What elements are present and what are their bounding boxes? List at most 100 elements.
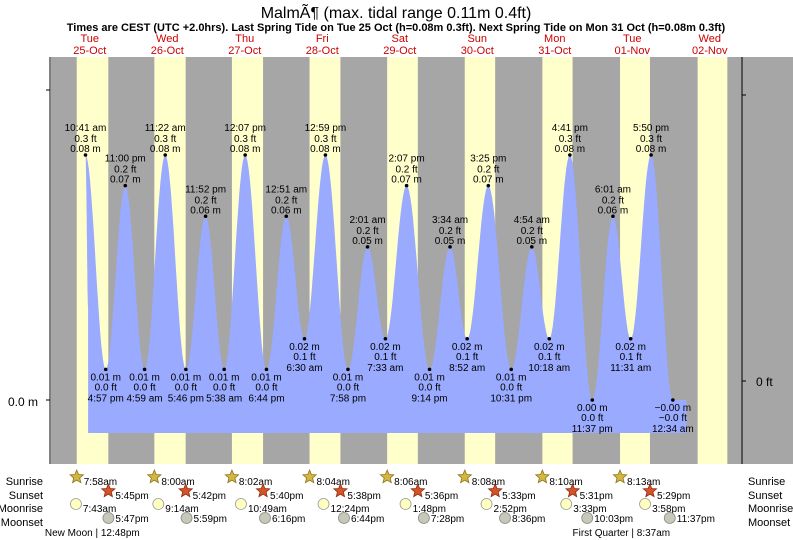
high-tide-label: 0.2 ft bbox=[275, 195, 297, 206]
high-tide-label: 0.08 m bbox=[310, 144, 341, 155]
high-tide-label: 4:41 pm bbox=[552, 123, 588, 134]
sunset-time: 5:40pm bbox=[270, 491, 303, 502]
high-tide-label: 3:25 pm bbox=[470, 154, 506, 165]
low-tide-point bbox=[222, 367, 226, 372]
day-date: 28-Oct bbox=[306, 45, 339, 57]
high-tide-label: 0.07 m bbox=[473, 175, 504, 186]
high-tide-point bbox=[83, 153, 88, 157]
sunrise-icon bbox=[69, 468, 85, 484]
high-tide-label: 0.08 m bbox=[555, 144, 586, 155]
sunset-time: 5:31pm bbox=[580, 491, 613, 502]
sunrise-icon bbox=[379, 468, 395, 484]
day-date: 29-Oct bbox=[383, 45, 416, 57]
high-tide-point bbox=[568, 153, 572, 157]
high-tide-point bbox=[284, 214, 289, 219]
high-tide-label: 12:59 pm bbox=[305, 123, 347, 134]
moonrise-time: 10:49am bbox=[248, 504, 287, 515]
high-tide-label: 0.3 ft bbox=[74, 134, 96, 145]
header-layer: MalmÃ¶ (max. tidal range 0.11m 0.4ft)Tim… bbox=[67, 2, 728, 57]
day-date: 02-Nov bbox=[692, 45, 728, 57]
moonset-icon bbox=[581, 512, 594, 524]
sunset-row-label-left: Sunset bbox=[9, 490, 43, 502]
moonset-icon bbox=[180, 512, 193, 524]
low-tide-label: 0.01 m bbox=[209, 372, 240, 383]
daylight-band bbox=[697, 57, 728, 464]
sunset-time: 5:42pm bbox=[193, 491, 226, 502]
high-tide-label: 2:01 am bbox=[349, 215, 385, 226]
low-tide-label: 0.0 ft bbox=[581, 413, 603, 424]
sunset-icon bbox=[642, 482, 658, 498]
sunrise-row-label-left: Sunrise bbox=[6, 476, 43, 488]
low-tide-label: 7:58 pm bbox=[330, 393, 366, 404]
moonrise-icon bbox=[560, 498, 573, 510]
tide-area bbox=[85, 155, 687, 433]
low-tide-label: 0.0 ft bbox=[418, 382, 440, 393]
low-tide-label: 7:33 am bbox=[367, 363, 403, 374]
sunset-time: 5:29pm bbox=[657, 491, 690, 502]
low-tide-label: 6:44 pm bbox=[248, 393, 284, 404]
low-tide-label: 4:59 am bbox=[127, 393, 163, 404]
low-tide-label: 0.02 m bbox=[289, 342, 320, 353]
moonrise-icon bbox=[480, 498, 493, 510]
moonrise-row-label-right: Moonrise bbox=[748, 503, 793, 515]
y-axis-label-right: 0 ft bbox=[756, 375, 773, 389]
high-tide-label: 0.06 m bbox=[598, 205, 629, 216]
high-tide-label: 0.2 ft bbox=[521, 226, 543, 237]
moonset-time: 10:03pm bbox=[594, 514, 633, 525]
low-tide-label: 5:38 am bbox=[206, 393, 242, 404]
day-date: 27-Oct bbox=[228, 45, 261, 57]
high-tide-point bbox=[323, 153, 328, 157]
low-tide-label: 0.01 m bbox=[251, 372, 282, 383]
moonset-time: 11:37pm bbox=[677, 514, 715, 525]
tide-curve-layer bbox=[85, 155, 687, 433]
moonset-icon bbox=[102, 512, 115, 524]
sunset-icon bbox=[332, 482, 349, 498]
sunset-time: 5:36pm bbox=[425, 491, 458, 502]
low-tide-point bbox=[264, 367, 269, 372]
day-date: 31-Oct bbox=[538, 45, 571, 57]
low-tide-label: 0.0 ft bbox=[255, 382, 277, 393]
sunrise-time: 7:58am bbox=[84, 477, 117, 488]
low-tide-label: 0.02 m bbox=[452, 342, 483, 353]
sunrise-time: 8:13am bbox=[627, 477, 660, 488]
moonrise-row-label-left: Moonrise bbox=[0, 503, 43, 515]
low-tide-label: 6:30 am bbox=[286, 363, 322, 374]
sunrise-time: 8:04am bbox=[317, 477, 350, 488]
low-tide-label: 0.01 m bbox=[90, 372, 121, 383]
high-tide-point bbox=[611, 214, 615, 219]
day-name: Sun bbox=[467, 33, 487, 45]
day-date: 25-Oct bbox=[73, 45, 106, 57]
day-name: Sat bbox=[391, 33, 408, 45]
low-tide-label: 4:57 pm bbox=[88, 393, 124, 404]
high-tide-label: 5:50 pm bbox=[633, 123, 669, 134]
high-tide-label: 12:07 pm bbox=[224, 123, 266, 134]
high-tide-label: 0.05 m bbox=[435, 236, 466, 247]
low-tide-label: 0.1 ft bbox=[456, 352, 478, 363]
low-tide-label: 0.01 m bbox=[129, 372, 160, 383]
day-date: 30-Oct bbox=[461, 45, 494, 57]
low-tide-label: 0.0 ft bbox=[213, 382, 235, 393]
high-tide-label: 0.3 ft bbox=[154, 134, 176, 145]
moonset-time: 7:28pm bbox=[431, 514, 464, 525]
high-tide-point bbox=[203, 214, 208, 219]
low-tide-label: 0.01 m bbox=[414, 372, 445, 383]
day-date: 01-Nov bbox=[615, 45, 651, 57]
sunset-time: 5:33pm bbox=[502, 491, 535, 502]
high-tide-label: 0.08 m bbox=[230, 144, 261, 155]
sunset-icon bbox=[177, 482, 194, 498]
y-axis-label-left: 0.0 m bbox=[8, 395, 38, 409]
moonrise-time: 12:24pm bbox=[331, 504, 370, 515]
high-tide-point bbox=[163, 153, 168, 157]
sunrise-time: 8:10am bbox=[549, 477, 582, 488]
sunrise-time: 8:02am bbox=[239, 477, 272, 488]
moonrise-time: 9:14am bbox=[165, 504, 198, 515]
high-tide-label: 2:07 pm bbox=[389, 154, 425, 165]
high-tide-label: 0.3 ft bbox=[640, 134, 662, 145]
low-tide-label: 10:18 am bbox=[528, 363, 570, 374]
sunset-time: 5:38pm bbox=[347, 491, 380, 502]
low-tide-point bbox=[427, 367, 432, 372]
sunset-icon bbox=[255, 482, 271, 498]
sunrise-time: 8:00am bbox=[161, 477, 194, 488]
high-tide-label: 0.2 ft bbox=[602, 195, 624, 206]
high-tide-label: 11:00 pm bbox=[105, 154, 146, 165]
